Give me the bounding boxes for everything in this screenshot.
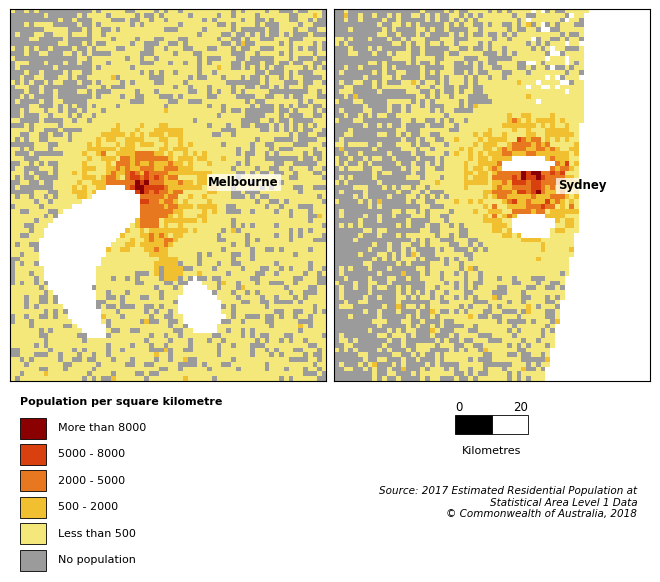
Text: Sydney: Sydney [558,179,606,193]
Text: Melbourne: Melbourne [209,176,279,189]
Bar [455,416,492,434]
Bar [20,549,46,570]
Text: Population per square kilometre: Population per square kilometre [20,398,222,407]
Text: More than 8000: More than 8000 [58,423,146,433]
Text: No population: No population [58,555,136,565]
Bar [20,497,46,518]
Bar [20,470,46,491]
Text: 20: 20 [513,400,529,414]
Bar [20,444,46,465]
Text: 500 - 2000: 500 - 2000 [58,502,118,512]
Text: Kilometres: Kilometres [462,446,521,456]
Text: Less than 500: Less than 500 [58,528,136,539]
Bar [492,416,529,434]
Text: 2000 - 5000: 2000 - 5000 [58,476,125,486]
Text: Source: 2017 Estimated Residential Population at
Statistical Area Level 1 Data
©: Source: 2017 Estimated Residential Popul… [379,486,638,519]
Bar [20,523,46,544]
Bar [20,418,46,438]
Text: 5000 - 8000: 5000 - 8000 [58,449,125,460]
Text: 0: 0 [455,400,462,414]
